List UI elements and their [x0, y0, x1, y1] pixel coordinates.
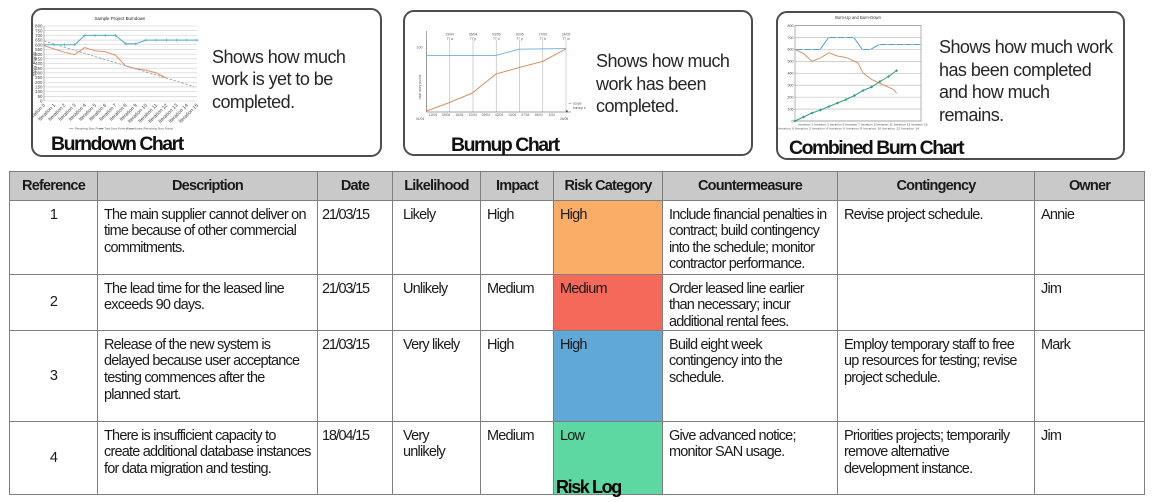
- svg-text:77 w: 77 w: [562, 37, 570, 41]
- svg-text:Burn-Up and Burn-Down: Burn-Up and Burn-Down: [835, 15, 882, 20]
- svg-text:Total Story Points (Scope): Total Story Points (Scope): [105, 127, 136, 131]
- svg-text:800: 800: [35, 24, 43, 29]
- svg-text:200: 200: [788, 95, 794, 99]
- svg-text:77 a: 77 a: [446, 37, 453, 41]
- svg-text:100: 100: [417, 46, 423, 50]
- svg-text:07/04: 07/04: [521, 113, 529, 117]
- svg-text:10/05: 10/05: [515, 33, 524, 37]
- svg-text:700: 700: [35, 33, 43, 38]
- svg-text:42/04: 42/04: [495, 113, 503, 117]
- svg-text:Linear (Remaining Story Points: Linear (Remaining Story Points): [135, 127, 173, 131]
- svg-text:250: 250: [35, 75, 43, 80]
- svg-text:0: 0: [792, 119, 794, 123]
- svg-text:scope: scope: [573, 102, 582, 106]
- svg-text:Iteration 0 Iteration 2 Iterat: Iteration 0 Iteration 2 Iteration 4 Iter…: [778, 127, 919, 131]
- svg-text:0: 0: [40, 99, 43, 104]
- svg-text:750: 750: [35, 28, 43, 33]
- svg-text:16/04: 16/04: [534, 113, 542, 117]
- svg-text:03/05: 03/05: [492, 33, 501, 37]
- svg-text:500: 500: [788, 60, 794, 64]
- svg-text:650: 650: [35, 38, 43, 43]
- svg-text:300: 300: [788, 84, 794, 88]
- svg-text:09/04: 09/04: [482, 113, 490, 117]
- svg-text:800: 800: [788, 24, 794, 28]
- svg-text:500: 500: [35, 52, 43, 57]
- svg-text:Remaining Story Points: Remaining Story Points: [75, 127, 104, 131]
- svg-text:77 b: 77 b: [539, 37, 546, 41]
- svg-text:400: 400: [788, 72, 794, 76]
- svg-text:450: 450: [35, 56, 43, 61]
- svg-text:total story points: total story points: [418, 74, 422, 99]
- svg-text:Story Points: Story Points: [32, 51, 37, 76]
- svg-text:77 p: 77 p: [516, 37, 523, 41]
- svg-text:13/04: 13/04: [508, 113, 516, 117]
- svg-text:Iteration 1 Iteration 3 Iterat: Iteration 1 Iteration 3 Iteration 5 Iter…: [799, 123, 928, 127]
- svg-text:600: 600: [788, 48, 794, 52]
- svg-text:1/04: 1/04: [549, 113, 556, 117]
- svg-text:26/05: 26/05: [560, 117, 568, 121]
- svg-text:600: 600: [35, 42, 43, 47]
- svg-text:26/04: 26/04: [469, 33, 478, 37]
- svg-text:50: 50: [38, 94, 43, 99]
- svg-text:100: 100: [35, 89, 43, 94]
- svg-text:100: 100: [788, 107, 794, 111]
- svg-text:24/05: 24/05: [562, 33, 571, 37]
- svg-text:77 p: 77 p: [470, 37, 477, 41]
- svg-text:150: 150: [35, 85, 43, 90]
- svg-text:01/04: 01/04: [416, 117, 424, 121]
- svg-text:550: 550: [35, 47, 43, 52]
- svg-text:300: 300: [35, 70, 43, 75]
- svg-text:17/05: 17/05: [539, 33, 548, 37]
- svg-text:09/04: 09/04: [442, 113, 450, 117]
- svg-text:77 d: 77 d: [493, 37, 500, 41]
- svg-text:12/04: 12/04: [468, 113, 476, 117]
- svg-text:200: 200: [35, 80, 43, 85]
- svg-text:350: 350: [35, 66, 43, 71]
- svg-text:19/04: 19/04: [446, 33, 455, 37]
- svg-text:12/04: 12/04: [429, 113, 437, 117]
- svg-text:700: 700: [788, 36, 794, 40]
- svg-text:400: 400: [35, 61, 43, 66]
- svg-text:Sample Project Burndown: Sample Project Burndown: [95, 16, 146, 21]
- svg-text:16/04: 16/04: [455, 113, 463, 117]
- svg-text:burnup b: burnup b: [573, 106, 586, 110]
